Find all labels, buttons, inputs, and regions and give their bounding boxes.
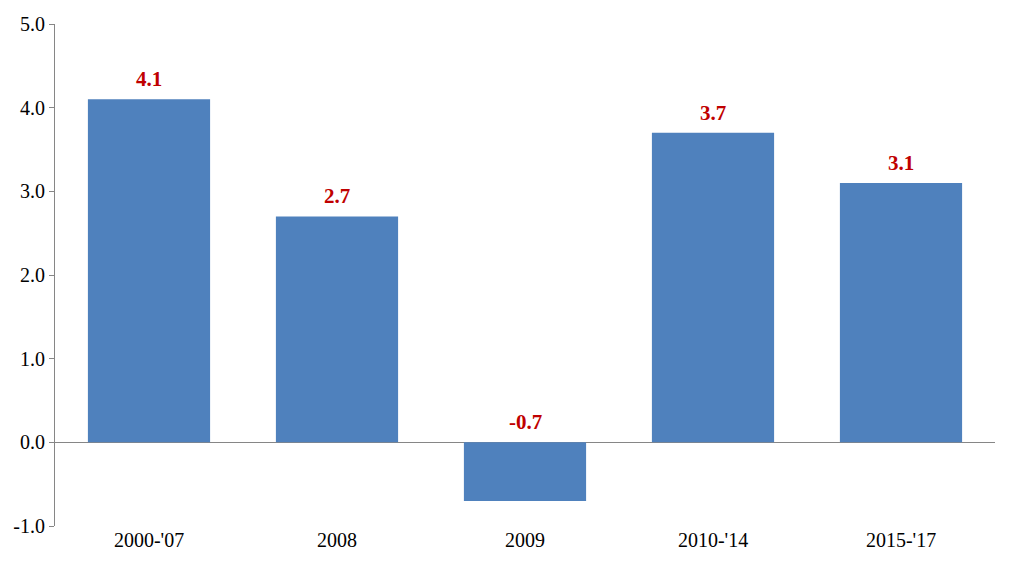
svg-text:3.1: 3.1: [888, 151, 914, 175]
svg-text:3.0: 3.0: [20, 180, 45, 202]
svg-text:2000-'07: 2000-'07: [114, 529, 184, 551]
svg-text:4.1: 4.1: [136, 67, 162, 91]
svg-text:1.0: 1.0: [20, 348, 45, 370]
svg-text:2015-'17: 2015-'17: [866, 529, 936, 551]
svg-text:0.0: 0.0: [20, 431, 45, 453]
svg-text:-0.7: -0.7: [509, 410, 542, 434]
svg-text:2.0: 2.0: [20, 264, 45, 286]
svg-text:2010-'14: 2010-'14: [678, 529, 748, 551]
svg-text:-1.0: -1.0: [13, 515, 45, 537]
svg-text:5.0: 5.0: [20, 13, 45, 35]
svg-text:3.7: 3.7: [700, 101, 726, 125]
svg-text:4.0: 4.0: [20, 97, 45, 119]
svg-text:2009: 2009: [505, 529, 545, 551]
svg-text:2008: 2008: [317, 529, 357, 551]
svg-text:2.7: 2.7: [324, 184, 350, 208]
